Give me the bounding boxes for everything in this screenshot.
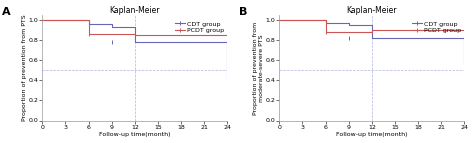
Y-axis label: Proportion of prevention from
moderate-severe PTS: Proportion of prevention from moderate-s… — [253, 21, 264, 115]
Legend: CDT group, PCDT group: CDT group, PCDT group — [412, 21, 461, 33]
Text: A: A — [1, 7, 10, 17]
Legend: CDT group, PCDT group: CDT group, PCDT group — [175, 21, 224, 33]
X-axis label: Follow-up time(month): Follow-up time(month) — [336, 132, 408, 137]
Title: Kaplan-Meier: Kaplan-Meier — [346, 6, 397, 15]
Text: B: B — [238, 7, 247, 17]
Y-axis label: Proportion of prevention from PTS: Proportion of prevention from PTS — [22, 15, 27, 121]
X-axis label: Follow-up time(month): Follow-up time(month) — [99, 132, 171, 137]
Title: Kaplan-Meier: Kaplan-Meier — [109, 6, 160, 15]
